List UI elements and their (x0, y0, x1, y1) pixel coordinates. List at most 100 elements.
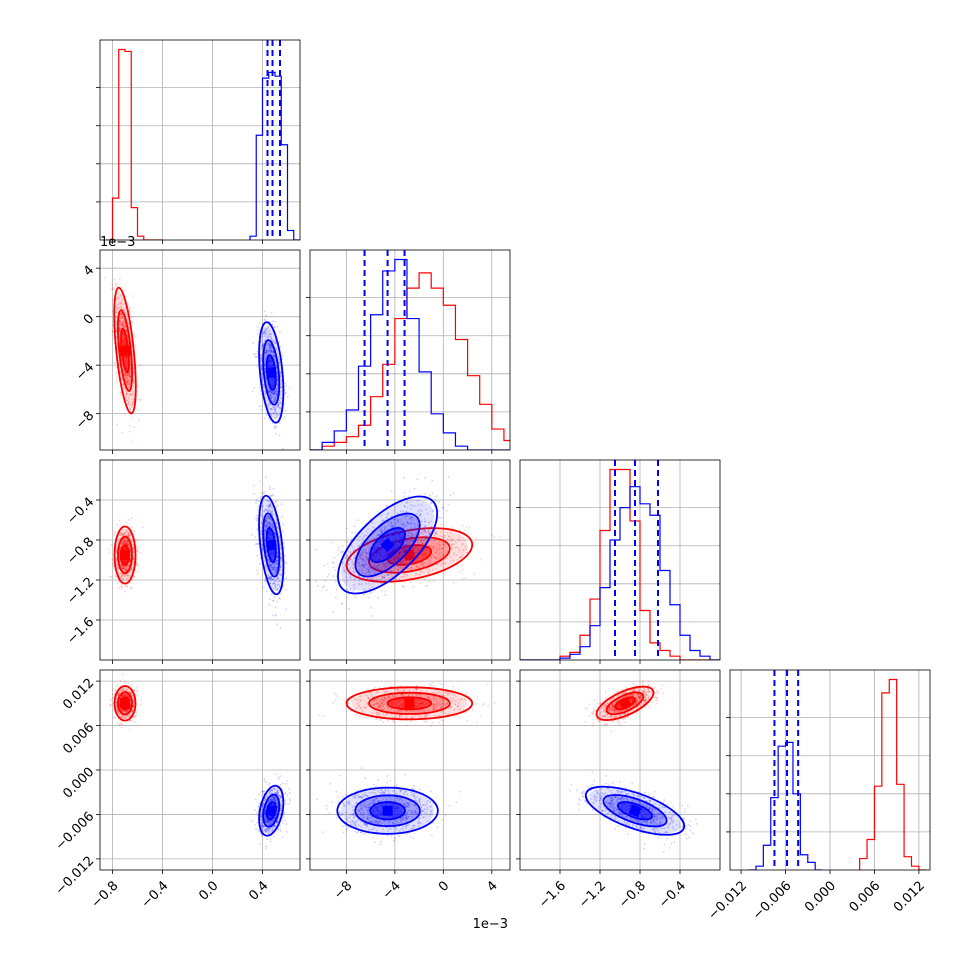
y-tick-label: −1.6 (64, 615, 97, 648)
y-tick-label: −4 (73, 360, 97, 384)
red-contour (120, 327, 130, 374)
red-histogram (106, 48, 163, 240)
panel-content (310, 460, 510, 660)
panel-0-0 (96, 39, 301, 244)
blue-contour (265, 801, 277, 821)
gridlines (100, 250, 300, 450)
gridlines (730, 670, 930, 870)
panel-frame (99, 249, 301, 451)
panel-content (520, 670, 720, 870)
panel-content (100, 40, 300, 240)
red-density-peak (404, 698, 415, 709)
panel-1-1 (306, 249, 511, 454)
panel-content (310, 670, 510, 870)
red-histogram (520, 468, 720, 660)
red-contour (117, 309, 133, 392)
panel-frame (519, 459, 721, 661)
blue-contour (354, 794, 421, 828)
y-tick-label: −8 (73, 408, 97, 432)
red-contour (386, 696, 433, 711)
panel-frame (99, 39, 301, 241)
blue-density-peak (382, 805, 393, 816)
y-tick-label: 0.012 (60, 676, 97, 713)
blue-contour (262, 512, 281, 578)
blue-contour (369, 801, 406, 821)
red-histogram (859, 678, 927, 870)
y-tick-label: −0.8 (64, 535, 97, 568)
blue-contour (336, 786, 439, 835)
panel-content (100, 670, 300, 870)
blue-density-peak (265, 366, 277, 378)
x-offset-label: 1e−3 (473, 917, 508, 932)
blue-density-peak (380, 537, 395, 553)
blue-histogram (748, 741, 823, 870)
y-tick-label: 0 (81, 311, 97, 327)
red-contour (113, 286, 137, 415)
x-tick-label: −1.6 (536, 878, 569, 911)
x-tick-label: 0.4 (246, 878, 271, 903)
blue-density-peak (265, 539, 277, 551)
x-tick-label: −0.8 (89, 878, 122, 911)
panel-content (310, 250, 510, 450)
x-tick-label: −0.4 (656, 878, 689, 911)
blue-contour (584, 785, 686, 836)
panel-3-3: −0.012 −0.006 0.000 0.006 0.012 (706, 669, 931, 923)
x-tick-label: −0.4 (139, 878, 172, 911)
blue-histogram (520, 486, 720, 660)
panel-frame (309, 249, 511, 451)
panel-2-0: −1.6 −1.2 −0.8 −0.4 (64, 459, 301, 664)
y-tick-label: 4 (81, 263, 97, 279)
x-tick-label: 0.0 (196, 878, 221, 903)
gridlines (310, 250, 510, 450)
x-tick-label: 4 (484, 878, 500, 894)
panel-2-1 (306, 459, 511, 664)
red-density-peak (120, 698, 130, 709)
blue-contour (369, 527, 406, 563)
blue-contour (262, 793, 281, 828)
x-tick-label: 0.000 (802, 878, 839, 915)
y-tick-label: 0.000 (60, 765, 97, 802)
x-tick-label: −0.012 (706, 878, 751, 923)
red-contour (120, 696, 130, 711)
red-contour (368, 536, 451, 574)
panel-frame (99, 459, 301, 661)
blue-contour (262, 339, 281, 406)
panel-2-2 (516, 459, 721, 664)
y-offset-label: 1e−3 (100, 235, 135, 250)
x-tick-label: 0 (436, 878, 452, 894)
blue-contour (602, 794, 668, 828)
blue-density-peak (628, 804, 642, 818)
red-histogram (310, 272, 510, 450)
red-contour (368, 691, 451, 715)
y-tick-label: −0.006 (53, 809, 98, 854)
blue-contour (258, 321, 285, 424)
panel-3-1: −8 −4 0 4 (306, 669, 511, 903)
red-contour (113, 685, 137, 722)
blue-contour (258, 494, 285, 596)
red-density-peak (120, 550, 130, 560)
blue-contour (617, 801, 653, 821)
red-contour (120, 544, 130, 566)
y-tick-label: −0.012 (53, 854, 98, 899)
x-tick-label: 0.012 (891, 878, 928, 915)
y-tick-label: −1.2 (64, 575, 97, 608)
red-contour (614, 696, 636, 711)
blue-contour (337, 495, 439, 595)
red-contour (605, 691, 645, 716)
x-tick-label: −1.2 (576, 878, 609, 911)
blue-contour (258, 784, 285, 837)
gridlines (100, 40, 300, 240)
panel-content (520, 460, 720, 660)
gridlines (520, 460, 720, 660)
panel-3-2: −1.6 −1.2 −0.8 −0.4 (516, 669, 721, 911)
x-tick-label: −0.8 (616, 878, 649, 911)
red-contour (113, 525, 137, 585)
blue-histogram (249, 71, 300, 240)
blue-histogram (310, 258, 510, 450)
x-tick-label: −8 (331, 878, 355, 902)
x-tick-label: −4 (380, 878, 404, 902)
gridlines (310, 670, 510, 870)
panel-content (100, 250, 300, 450)
panel-3-0: −0.012−0.006 0.000 0.006 0.012 −0.8 −0.4 0.0 0.… (53, 669, 301, 911)
